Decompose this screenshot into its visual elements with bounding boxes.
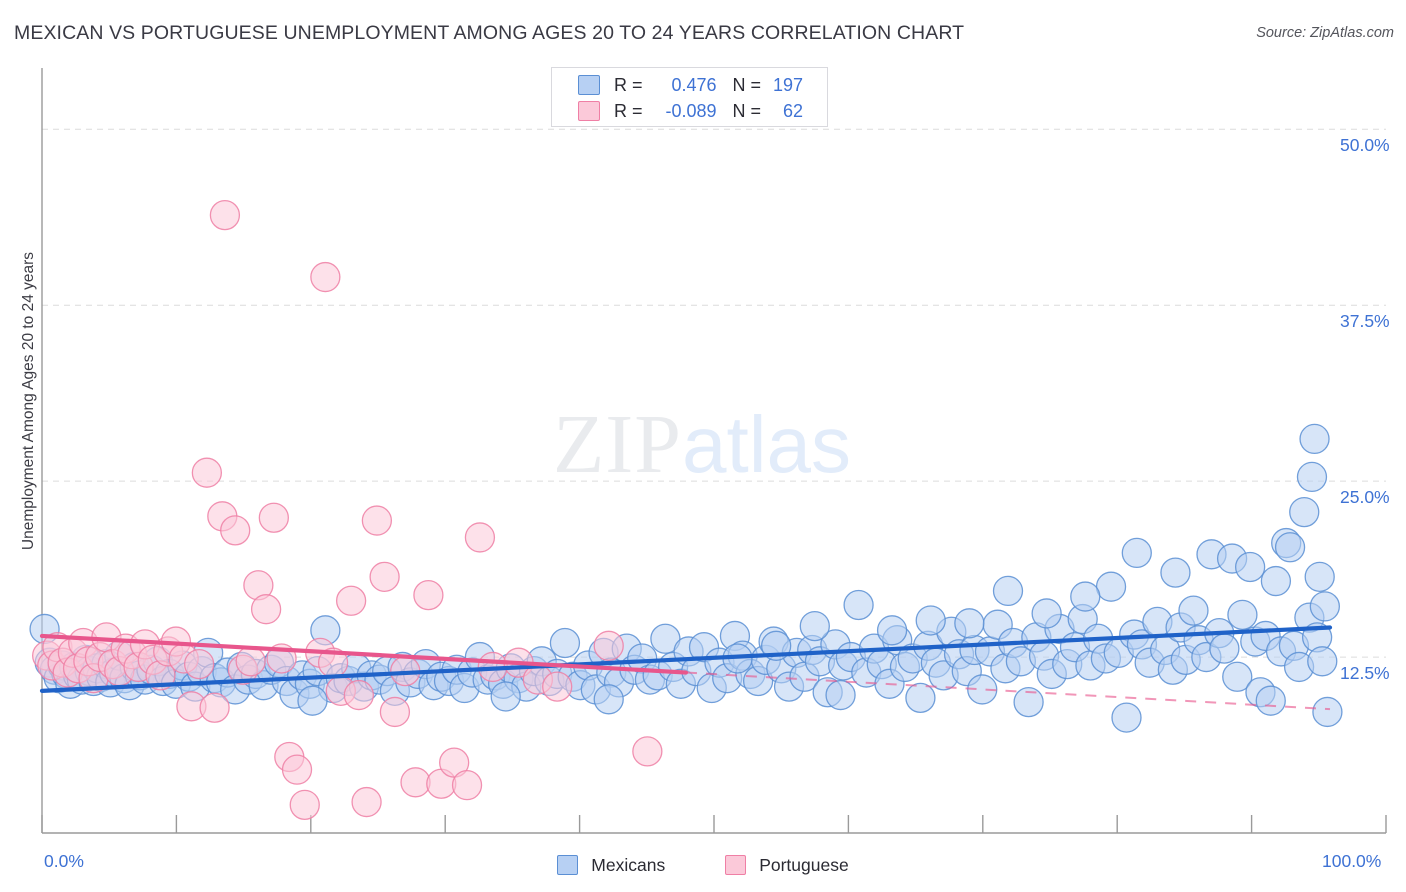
legend-row-portuguese: R = -0.089 N = 62 [578, 98, 827, 124]
legend-n-value-pink: 62 [783, 100, 804, 121]
legend-swatch-pink [578, 101, 600, 121]
legend-n-value-blue: 197 [772, 74, 804, 95]
series-legend-item-mexicans[interactable]: Mexicans [557, 855, 665, 876]
source-attribution: Source: ZipAtlas.com [1256, 25, 1394, 41]
series-swatch-pink [725, 855, 747, 875]
x-tick-label-max: 100.0% [1322, 851, 1382, 871]
legend-n-label-pink: N = [732, 100, 762, 121]
correlation-legend: R = 0.476 N = 197 R = -0.089 N = 62 [551, 67, 828, 127]
y-tick-label-25: 25.0% [1340, 487, 1390, 508]
page-title: MEXICAN VS PORTUGUESE UNEMPLOYMENT AMONG… [14, 22, 965, 44]
legend-r-value-pink: -0.089 [665, 100, 717, 121]
series-label-mexicans: Mexicans [591, 854, 666, 875]
legend-swatch-blue [578, 75, 600, 95]
series-swatch-blue [557, 855, 579, 875]
legend-n-label-blue: N = [732, 74, 762, 95]
series-legend: Mexicans Portuguese [0, 849, 1406, 881]
y-tick-label-50: 50.0% [1340, 135, 1390, 156]
x-tick-label-min: 0.0% [44, 851, 84, 871]
legend-r-value-blue: 0.476 [671, 74, 717, 95]
y-tick-label-37: 37.5% [1340, 311, 1390, 332]
y-tick-label-12: 12.5% [1340, 663, 1390, 684]
series-legend-item-portuguese[interactable]: Portuguese [725, 855, 849, 876]
legend-r-label-pink: R = [614, 100, 643, 121]
legend-row-mexicans: R = 0.476 N = 197 [578, 72, 827, 98]
series-label-portuguese: Portuguese [759, 854, 849, 875]
legend-r-label-blue: R = [614, 74, 643, 95]
